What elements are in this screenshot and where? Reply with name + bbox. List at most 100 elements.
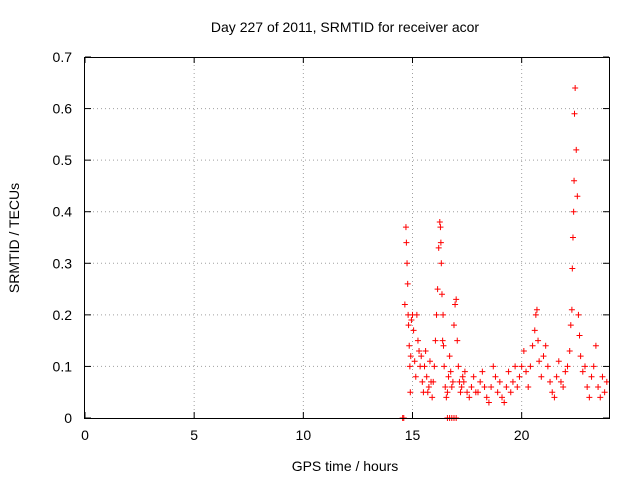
- y-tick-label: 0.5: [53, 152, 73, 168]
- x-tick-label: 10: [296, 427, 312, 443]
- data-point: [579, 368, 586, 375]
- data-point: [564, 363, 571, 370]
- x-tick-label: 20: [514, 427, 530, 443]
- data-point: [588, 373, 595, 380]
- data-point: [403, 239, 410, 246]
- data-point: [413, 311, 420, 318]
- data-point: [574, 193, 581, 200]
- data-point: [518, 363, 525, 370]
- data-point: [523, 368, 530, 375]
- y-tick-label: 0.3: [53, 255, 73, 271]
- data-point: [501, 399, 508, 406]
- data-point: [490, 363, 497, 370]
- data-point: [540, 353, 547, 360]
- data-point: [449, 378, 456, 385]
- data-point: [455, 363, 462, 370]
- data-point: [457, 389, 464, 396]
- data-point: [448, 384, 455, 391]
- data-point: [411, 358, 418, 365]
- data-point: [460, 378, 467, 385]
- data-point: [538, 373, 545, 380]
- data-point: [533, 306, 540, 313]
- data-point: [505, 368, 512, 375]
- data-point: [418, 353, 425, 360]
- data-point: [404, 260, 411, 267]
- data-point: [470, 373, 477, 380]
- data-point: [430, 378, 437, 385]
- data-point: [527, 363, 534, 370]
- data-point: [446, 353, 453, 360]
- data-point: [512, 363, 519, 370]
- data-point: [531, 327, 538, 334]
- data-point: [572, 84, 579, 91]
- data-point: [443, 394, 450, 401]
- data-point: [576, 332, 583, 339]
- data-point: [433, 311, 440, 318]
- data-point: [468, 384, 475, 391]
- data-point: [461, 368, 468, 375]
- data-point: [419, 378, 426, 385]
- data-point: [445, 373, 452, 380]
- data-point: [551, 394, 558, 401]
- x-tick-label: 5: [190, 427, 198, 443]
- data-point: [434, 286, 441, 293]
- data-point: [488, 384, 495, 391]
- data-point: [483, 394, 490, 401]
- data-point: [422, 347, 429, 354]
- data-points: [399, 84, 610, 421]
- y-tick-label: 0.7: [53, 49, 73, 65]
- data-point: [414, 337, 421, 344]
- y-axis-label: SRMTID / TECUs: [6, 183, 22, 293]
- data-point: [439, 337, 446, 344]
- data-point: [429, 394, 436, 401]
- data-point: [441, 363, 448, 370]
- y-tick-label: 0.2: [53, 307, 73, 323]
- data-point: [464, 389, 471, 396]
- data-point: [412, 373, 419, 380]
- x-axis-label: GPS time / hours: [292, 458, 399, 474]
- data-point: [509, 378, 516, 385]
- data-point: [438, 291, 445, 298]
- data-point: [595, 384, 602, 391]
- data-point: [410, 327, 417, 334]
- data-point: [421, 363, 428, 370]
- data-point: [402, 224, 409, 231]
- data-point: [405, 322, 412, 329]
- data-point: [549, 389, 556, 396]
- data-point: [444, 389, 451, 396]
- data-point: [458, 384, 465, 391]
- data-point: [584, 384, 591, 391]
- data-point: [581, 363, 588, 370]
- data-point: [601, 389, 608, 396]
- plot-frame: [84, 57, 610, 419]
- data-point: [407, 353, 414, 360]
- data-point: [426, 358, 433, 365]
- data-point: [569, 234, 576, 241]
- data-point: [592, 342, 599, 349]
- data-point: [416, 347, 423, 354]
- data-point: [566, 347, 573, 354]
- data-point: [492, 373, 499, 380]
- data-point: [532, 311, 539, 318]
- y-tick-label: 0.6: [53, 101, 73, 117]
- data-point: [536, 358, 543, 365]
- data-point: [437, 224, 444, 231]
- data-point: [520, 347, 527, 354]
- data-point: [436, 219, 443, 226]
- data-point: [603, 378, 610, 385]
- data-point: [586, 394, 593, 401]
- data-point: [477, 378, 484, 385]
- data-point: [459, 373, 466, 380]
- data-point: [555, 358, 562, 365]
- data-point: [516, 373, 523, 380]
- y-tick-label: 0: [64, 410, 72, 426]
- data-point: [425, 384, 432, 391]
- data-point: [525, 384, 532, 391]
- data-point: [568, 306, 575, 313]
- data-point: [571, 110, 578, 117]
- data-point: [431, 363, 438, 370]
- data-point: [597, 394, 604, 401]
- data-point: [475, 389, 481, 396]
- data-point: [573, 146, 580, 153]
